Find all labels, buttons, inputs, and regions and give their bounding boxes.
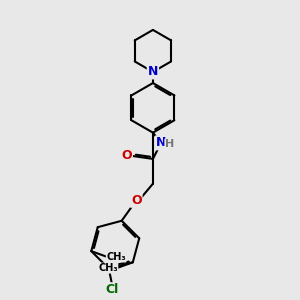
- Text: O: O: [121, 149, 132, 163]
- Text: CH₃: CH₃: [106, 252, 126, 262]
- Text: Cl: Cl: [105, 283, 119, 296]
- Text: O: O: [131, 194, 142, 207]
- Text: CH₃: CH₃: [98, 263, 118, 273]
- Text: N: N: [156, 136, 166, 149]
- Text: H: H: [165, 139, 174, 149]
- Text: N: N: [148, 65, 158, 78]
